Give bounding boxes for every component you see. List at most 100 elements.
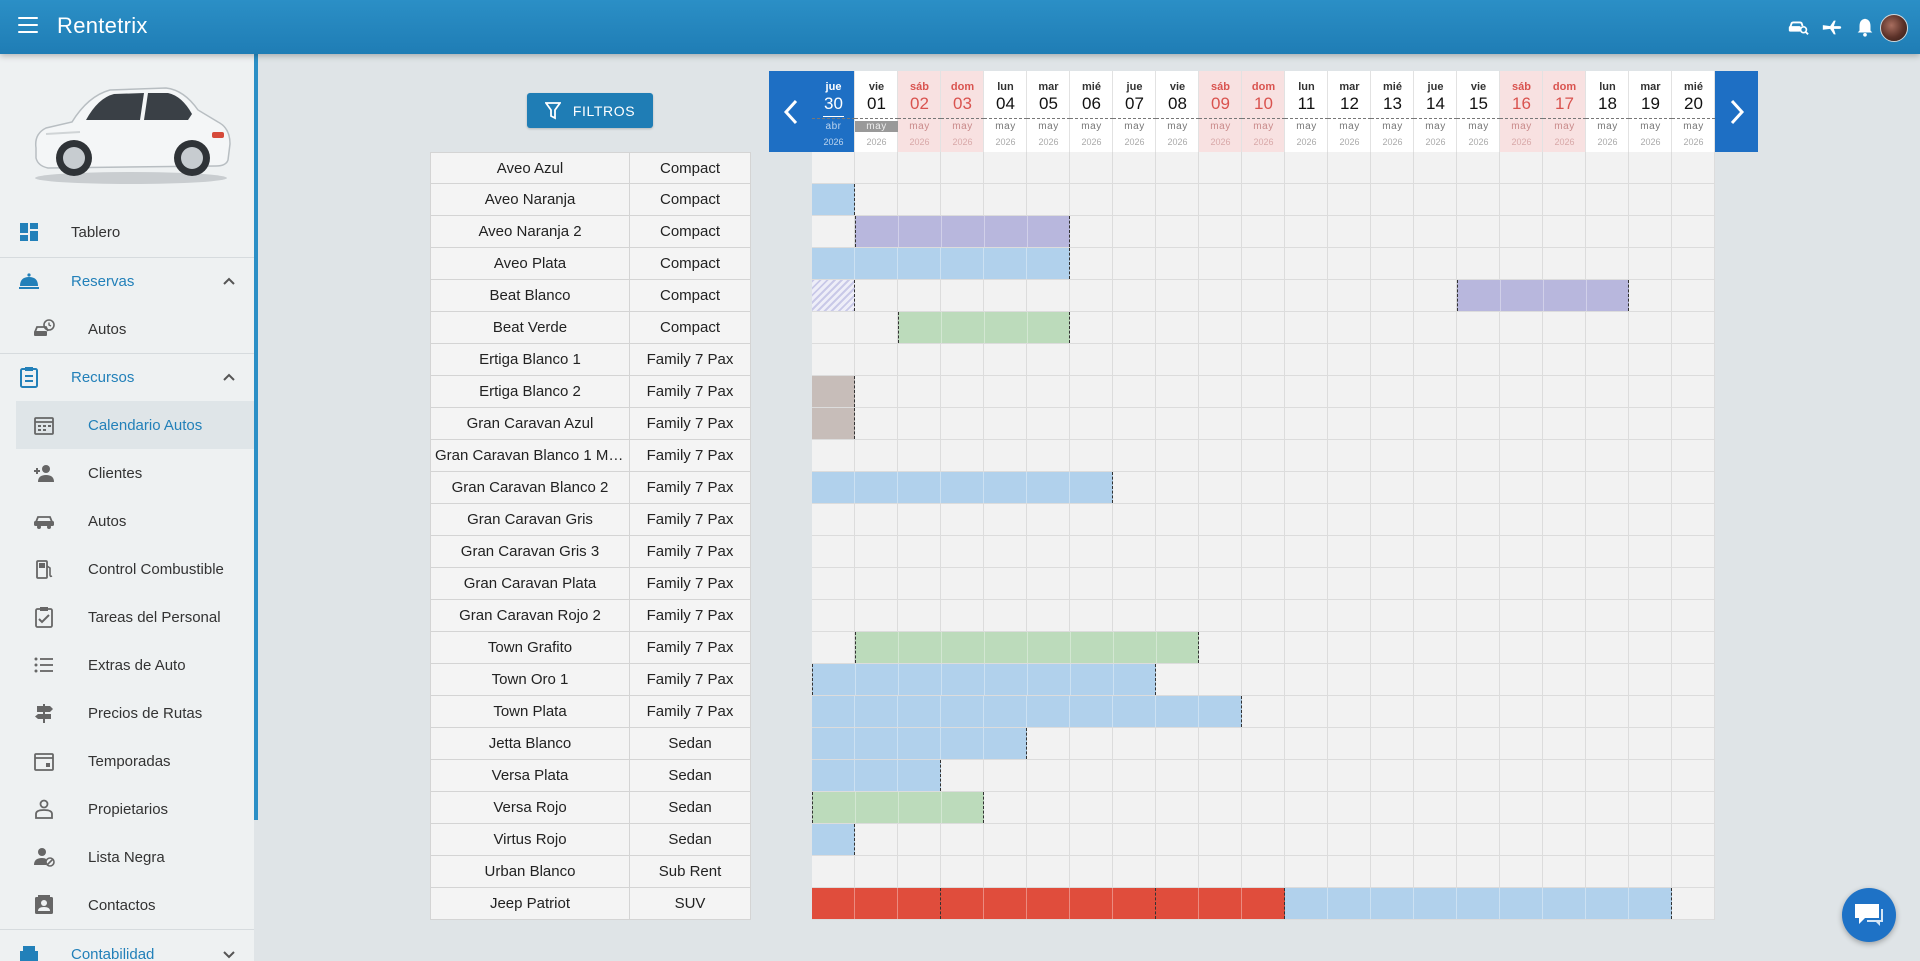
calendar-cell[interactable] xyxy=(1285,856,1328,888)
calendar-cell[interactable] xyxy=(984,504,1027,536)
day-header[interactable]: vie 15 may 2026 xyxy=(1457,71,1500,152)
calendar-cell[interactable] xyxy=(984,280,1027,312)
calendar-cell[interactable] xyxy=(855,312,898,344)
calendar-cell[interactable] xyxy=(984,408,1027,440)
calendar-cell[interactable] xyxy=(1027,344,1070,376)
calendar-cell[interactable] xyxy=(1586,568,1629,600)
calendar-cell[interactable] xyxy=(1672,280,1715,312)
calendar-cell[interactable] xyxy=(1586,600,1629,632)
calendar-cell[interactable] xyxy=(1629,664,1672,696)
calendar-cell[interactable] xyxy=(1586,696,1629,728)
calendar-cell[interactable] xyxy=(1543,248,1586,280)
calendar-cell[interactable] xyxy=(1285,504,1328,536)
calendar-cell[interactable] xyxy=(1328,184,1371,216)
calendar-cell[interactable] xyxy=(1199,664,1242,696)
calendar-cell[interactable] xyxy=(1027,280,1070,312)
calendar-cell[interactable] xyxy=(898,280,941,312)
calendar-cell[interactable] xyxy=(1543,184,1586,216)
calendar-cell[interactable] xyxy=(1500,216,1543,248)
calendar-cell[interactable] xyxy=(1113,280,1156,312)
calendar-cell[interactable] xyxy=(1199,184,1242,216)
calendar-cell[interactable] xyxy=(1328,664,1371,696)
calendar-cell[interactable] xyxy=(1414,408,1457,440)
calendar-cell[interactable] xyxy=(1113,376,1156,408)
calendar-cell[interactable] xyxy=(1027,600,1070,632)
calendar-cell[interactable] xyxy=(898,568,941,600)
calendar-cell[interactable] xyxy=(1328,504,1371,536)
calendar-cell[interactable] xyxy=(1285,472,1328,504)
calendar-cell[interactable] xyxy=(1414,152,1457,184)
calendar-cell[interactable] xyxy=(1156,856,1199,888)
calendar-cell[interactable] xyxy=(1586,824,1629,856)
calendar-cell[interactable] xyxy=(941,376,984,408)
calendar-cell[interactable] xyxy=(1457,600,1500,632)
calendar-cell[interactable] xyxy=(1199,632,1242,664)
calendar-cell[interactable] xyxy=(1371,376,1414,408)
calendar-cell[interactable] xyxy=(984,760,1027,792)
table-row[interactable]: Ertiga Blanco 1 Family 7 Pax xyxy=(430,344,751,376)
avatar[interactable] xyxy=(1880,14,1908,42)
booking-bar[interactable] xyxy=(1285,888,1672,919)
day-header[interactable]: dom 03 may 2026 xyxy=(941,71,984,152)
calendar-cell[interactable] xyxy=(1543,568,1586,600)
calendar-cell[interactable] xyxy=(812,504,855,536)
day-header[interactable]: mar 19 may 2026 xyxy=(1629,71,1672,152)
calendar-cell[interactable] xyxy=(1371,728,1414,760)
calendar-cell[interactable] xyxy=(1285,760,1328,792)
calendar-cell[interactable] xyxy=(855,504,898,536)
calendar-cell[interactable] xyxy=(1242,408,1285,440)
calendar-cell[interactable] xyxy=(1457,664,1500,696)
calendar-cell[interactable] xyxy=(1156,152,1199,184)
calendar-cell[interactable] xyxy=(1371,408,1414,440)
calendar-cell[interactable] xyxy=(941,568,984,600)
calendar-cell[interactable] xyxy=(1285,280,1328,312)
calendar-cell[interactable] xyxy=(1285,632,1328,664)
calendar-cell[interactable] xyxy=(1070,824,1113,856)
calendar-cell[interactable] xyxy=(1371,760,1414,792)
calendar-cell[interactable] xyxy=(1242,152,1285,184)
calendar-cell[interactable] xyxy=(984,856,1027,888)
calendar-cell[interactable] xyxy=(1242,376,1285,408)
calendar-cell[interactable] xyxy=(1500,376,1543,408)
calendar-cell[interactable] xyxy=(984,824,1027,856)
calendar-cell[interactable] xyxy=(941,152,984,184)
calendar-cell[interactable] xyxy=(1199,408,1242,440)
calendar-cell[interactable] xyxy=(1113,600,1156,632)
table-row[interactable]: Aveo Plata Compact xyxy=(430,248,751,280)
calendar-cell[interactable] xyxy=(1199,536,1242,568)
booking-bar[interactable] xyxy=(812,760,941,791)
calendar-cell[interactable] xyxy=(1113,760,1156,792)
day-header[interactable]: lun 04 may 2026 xyxy=(984,71,1027,152)
calendar-cell[interactable] xyxy=(1586,792,1629,824)
booking-bar[interactable] xyxy=(812,824,855,855)
day-header[interactable]: dom 17 may 2026 xyxy=(1543,71,1586,152)
calendar-cell[interactable] xyxy=(1371,280,1414,312)
calendar-cell[interactable] xyxy=(1328,760,1371,792)
calendar-cell[interactable] xyxy=(1672,824,1715,856)
calendar-cell[interactable] xyxy=(941,280,984,312)
calendar-cell[interactable] xyxy=(1586,632,1629,664)
calendar-cell[interactable] xyxy=(1113,728,1156,760)
calendar-cell[interactable] xyxy=(1113,792,1156,824)
chevron-down-icon[interactable] xyxy=(222,947,236,961)
calendar-cell[interactable] xyxy=(941,184,984,216)
calendar-cell[interactable] xyxy=(1586,312,1629,344)
calendar-cell[interactable] xyxy=(1242,856,1285,888)
calendar-cell[interactable] xyxy=(1285,312,1328,344)
calendar-cell[interactable] xyxy=(1672,536,1715,568)
sidebar-item-propietarios[interactable]: Propietarios xyxy=(0,785,254,833)
calendar-cell[interactable] xyxy=(1328,152,1371,184)
calendar-cell[interactable] xyxy=(812,600,855,632)
table-row[interactable]: Gran Caravan Azul Family 7 Pax xyxy=(430,408,751,440)
calendar-cell[interactable] xyxy=(1629,856,1672,888)
calendar-cell[interactable] xyxy=(1371,536,1414,568)
calendar-cell[interactable] xyxy=(855,376,898,408)
calendar-cell[interactable] xyxy=(1027,760,1070,792)
sidebar-item-clientes[interactable]: Clientes xyxy=(0,449,254,497)
calendar-cell[interactable] xyxy=(898,184,941,216)
calendar-cell[interactable] xyxy=(1629,312,1672,344)
calendar-cell[interactable] xyxy=(1414,440,1457,472)
chat-button[interactable] xyxy=(1842,888,1896,942)
table-row[interactable]: Gran Caravan Blanco 1 MT... Family 7 Pax xyxy=(430,440,751,472)
calendar-cell[interactable] xyxy=(1027,728,1070,760)
